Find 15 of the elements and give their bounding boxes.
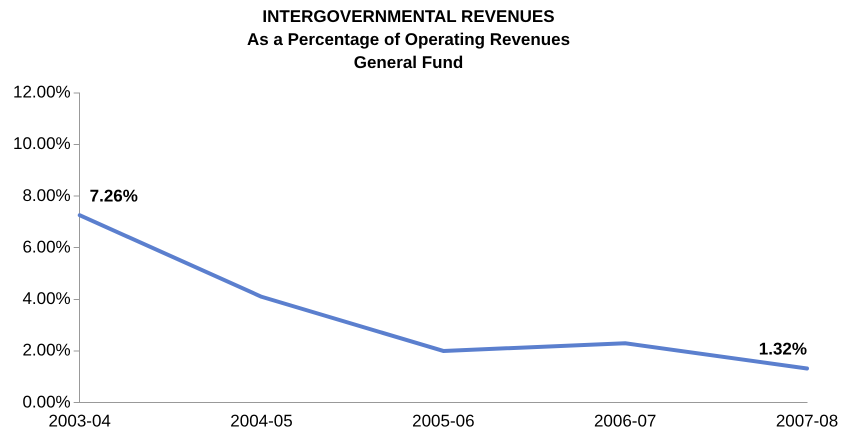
chart-title: INTERGOVERNMENTAL REVENUES As a Percentage of Operating Revenues General Fund [246,7,570,72]
data-label: 7.26% [90,186,138,206]
y-tick-label: 10.00% [12,134,71,154]
y-tick-label: 4.00% [22,289,71,308]
x-tick-label: 2003-04 [48,411,111,430]
data-label: 1.32% [758,340,807,359]
y-tick-label: 2.00% [22,340,71,360]
y-tick-label: 0.00% [22,392,71,412]
x-tick-label: 2007-08 [776,411,838,430]
x-tick-label: 2005-06 [412,411,475,430]
y-tick-label: 8.00% [22,186,71,205]
y-tick-label: 12.00% [12,82,71,102]
x-tick-label: 2006-07 [594,411,656,430]
y-tick-label: 6.00% [22,237,71,256]
x-tick-label: 2004-05 [230,411,293,430]
